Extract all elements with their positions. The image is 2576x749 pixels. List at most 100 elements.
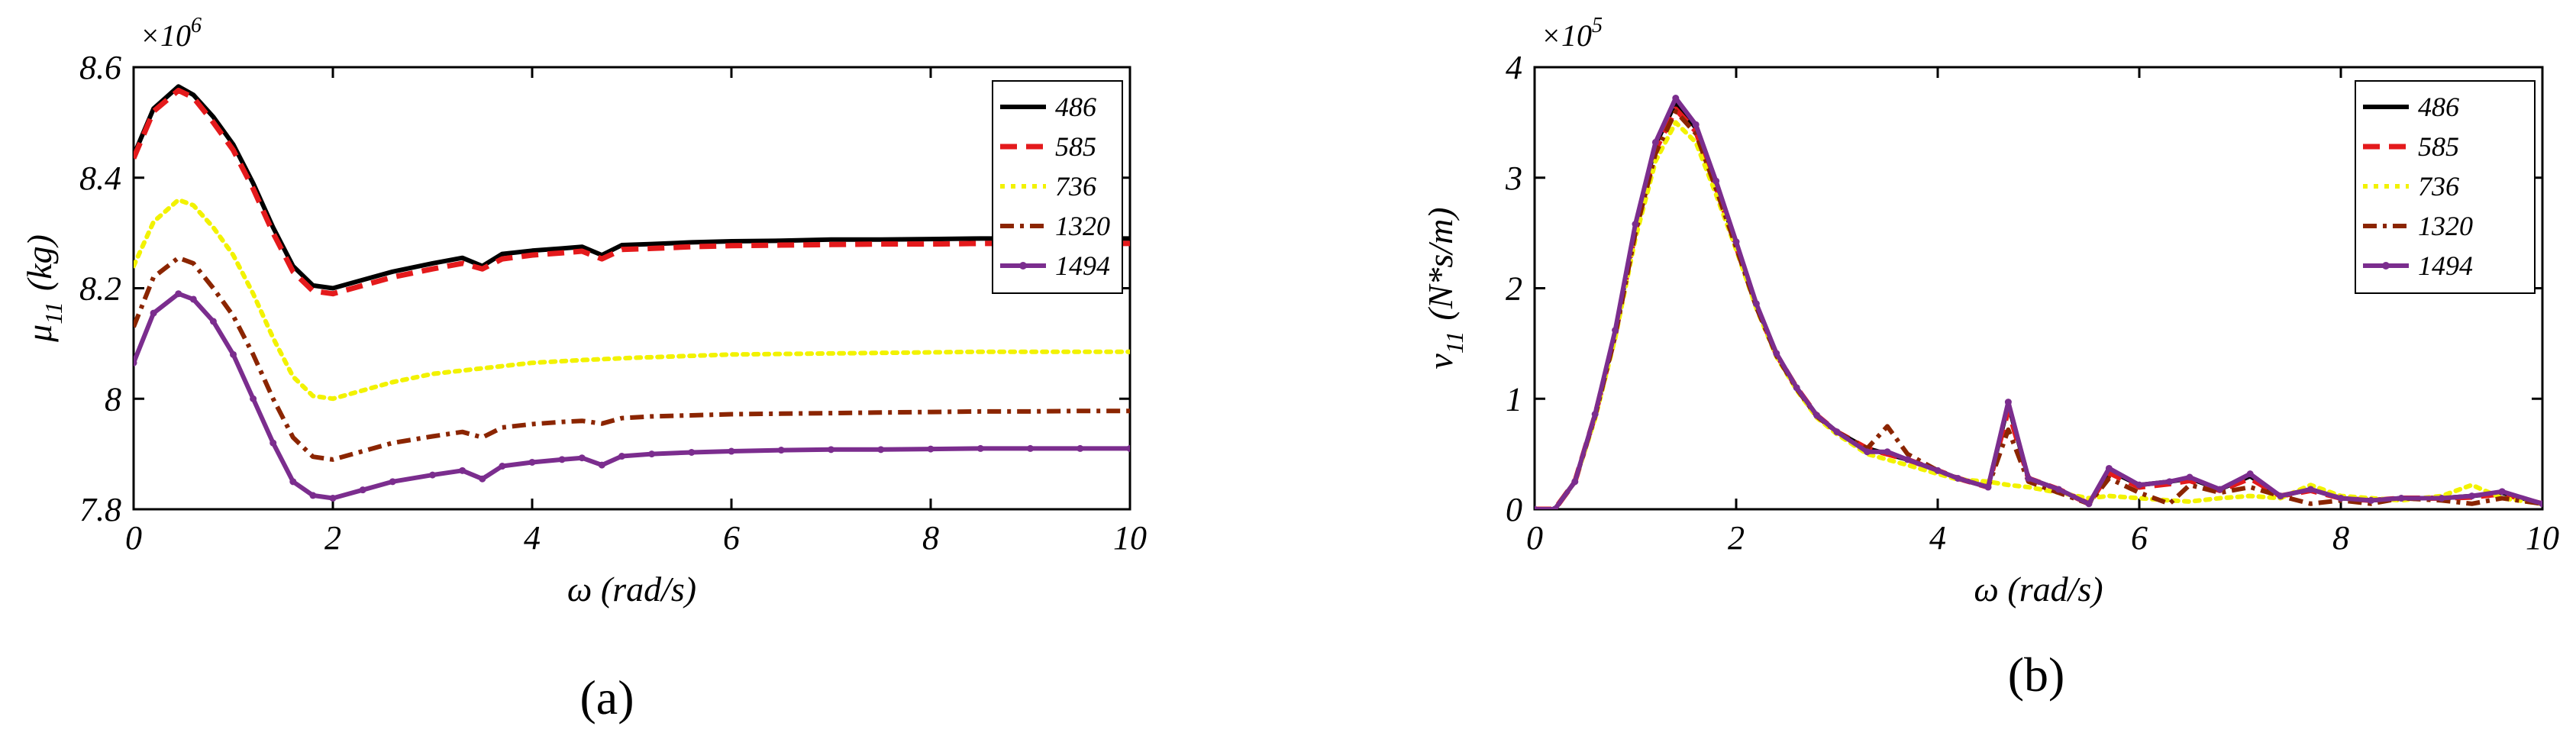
series-marker-1494 — [598, 461, 605, 469]
series-marker-1494 — [1077, 444, 1084, 452]
series-marker-1494 — [175, 290, 182, 298]
series-marker-1494 — [688, 448, 696, 456]
legend-label-736: 736 — [2418, 171, 2459, 202]
series-marker-1494 — [270, 439, 277, 447]
series-marker-1494 — [389, 478, 396, 486]
legend: 486 585 736 1320 1494 — [992, 80, 1123, 294]
series-marker-1494 — [189, 295, 197, 303]
x-tick-label: 0 — [125, 519, 142, 557]
series-marker-1494 — [976, 444, 984, 452]
x-tick-label: 6 — [723, 519, 740, 557]
series-marker-1494 — [2055, 486, 2062, 493]
y-tick-label: 8 — [105, 380, 121, 418]
x-tick-label: 10 — [1113, 519, 1147, 557]
series-marker-1494 — [1672, 95, 1680, 102]
series-marker-1494 — [1612, 327, 1619, 334]
series-line-1320 — [134, 255, 1130, 462]
series-line-486 — [134, 84, 1130, 291]
x-axis-label: ω (rad/s) — [567, 570, 696, 609]
series-line-736 — [1535, 120, 2542, 509]
series-marker-1494 — [1954, 474, 1961, 482]
series-marker-1494 — [2105, 464, 2113, 472]
legend-label-1320: 1320 — [1055, 211, 1110, 241]
series-marker-1494 — [1984, 483, 1992, 491]
series-marker-1494 — [329, 495, 337, 502]
legend-label-585: 585 — [1055, 131, 1096, 162]
chart-panel-b: 0 2 4 6 8 10 0 1 2 3 4 ×105 ω (rad/s) ν11 (N*s/m) 486 58… — [1421, 14, 2559, 702]
series-line-1494 — [134, 291, 1130, 501]
series-marker-1494 — [1732, 238, 1740, 246]
y-tick-label: 4 — [1506, 49, 1522, 86]
series-marker-1494 — [1126, 444, 1130, 452]
y-tick-label: 1 — [1506, 380, 1522, 418]
legend-label-736: 736 — [1055, 171, 1096, 202]
x-tick-label: 2 — [1728, 519, 1745, 557]
x-tick-label: 4 — [524, 519, 541, 557]
y-axis-label-symbol: ν — [1421, 354, 1460, 370]
series-marker-1494 — [2498, 488, 2506, 496]
series-marker-1494 — [150, 309, 157, 317]
series-marker-1494 — [2004, 399, 2012, 406]
x-tick-label: 4 — [1929, 519, 1946, 557]
series-marker-1494 — [1551, 505, 1558, 509]
series-marker-1494 — [1884, 448, 1891, 456]
y-axis-label: ν11 (N*s/m) — [1421, 207, 1468, 369]
legend: 486 585 736 1320 1494 — [2355, 80, 2536, 294]
series-marker-1494 — [1833, 428, 1841, 436]
series-marker-1494 — [1591, 411, 1599, 418]
series-marker-1494 — [250, 395, 257, 402]
y-tick-label: 0 — [1506, 491, 1522, 528]
y-axis-label-unit: (kg) — [20, 234, 59, 291]
series-marker-1494 — [459, 467, 466, 474]
series-marker-1494 — [2085, 500, 2093, 508]
legend-label-1494: 1494 — [2418, 250, 2473, 281]
y-axis-label: μ11 (kg) — [20, 234, 67, 343]
series-marker-1494 — [2306, 486, 2314, 493]
series-marker-1494 — [1632, 221, 1639, 228]
series-marker-1494 — [230, 350, 237, 358]
series-marker-1494 — [2025, 474, 2032, 482]
series-marker-1494 — [2277, 492, 2284, 500]
y-tick-label: 8.2 — [79, 270, 121, 308]
y-tick-label: 2 — [1506, 270, 1522, 308]
series-marker-1494 — [429, 471, 436, 479]
series-marker-1494 — [2135, 481, 2143, 489]
series-marker-1494 — [1793, 384, 1800, 392]
plot-area — [134, 84, 1130, 502]
series-marker-1494 — [728, 447, 735, 455]
series-marker-1494 — [134, 359, 137, 366]
axis-multiplier: ×105 — [1541, 14, 1603, 53]
series-marker-1494 — [1903, 456, 1911, 463]
series-line-585 — [134, 87, 1130, 297]
series-marker-1494 — [927, 445, 935, 453]
x-tick-label: 10 — [2526, 519, 2559, 557]
series-marker-1494 — [2539, 500, 2542, 508]
series-marker-1494 — [2337, 495, 2345, 502]
series-marker-1494 — [209, 318, 217, 325]
series-marker-1494 — [1813, 412, 1821, 419]
series-marker-1494 — [1692, 121, 1700, 128]
series-marker-1494 — [1027, 444, 1034, 452]
series-marker-1494 — [648, 450, 656, 458]
legend-marker-1494 — [1019, 262, 1027, 270]
y-axis-label-symbol: μ — [20, 324, 59, 343]
series-marker-1494 — [828, 446, 834, 454]
series-marker-1494 — [528, 458, 536, 466]
series-marker-1494 — [777, 447, 785, 454]
series-marker-1494 — [1934, 467, 1942, 474]
series-marker-1494 — [2216, 486, 2224, 493]
series-marker-1494 — [1571, 478, 1579, 486]
x-axis-label: ω (rad/s) — [1974, 570, 2103, 609]
x-tick-label: 8 — [922, 519, 939, 557]
y-tick-label: 3 — [1505, 160, 1522, 197]
plot-area — [1535, 95, 2542, 509]
series-marker-1494 — [359, 486, 366, 494]
x-tick-label: 2 — [324, 519, 341, 557]
series-marker-1494 — [2166, 478, 2174, 486]
series-marker-1494 — [479, 475, 486, 483]
series-marker-1494 — [1864, 448, 1871, 456]
series-marker-1494 — [558, 456, 566, 463]
series-marker-1494 — [289, 478, 297, 486]
y-tick-label: 8.6 — [79, 49, 121, 86]
